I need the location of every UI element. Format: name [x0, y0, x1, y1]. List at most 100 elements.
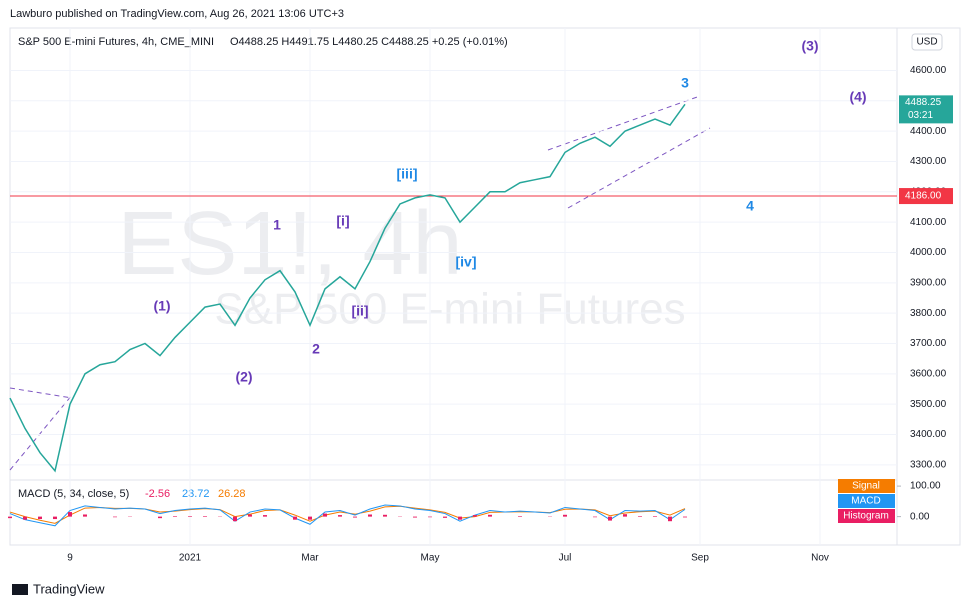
histogram-bar — [338, 515, 342, 517]
trend-line — [9, 387, 73, 399]
wave-label: [iv] — [456, 254, 477, 270]
y-tick-label: 3900.00 — [910, 277, 947, 288]
currency-box[interactable] — [911, 33, 943, 51]
x-tick-label: 9 — [67, 553, 73, 564]
wave-label: [i] — [336, 213, 349, 229]
last-price-box — [899, 95, 953, 124]
x-tick-label: May — [421, 553, 440, 564]
wave-label: (4) — [849, 89, 866, 105]
histogram-bar — [158, 516, 162, 519]
histogram-bar — [518, 516, 522, 517]
y-tick-label: 4300.00 — [910, 156, 947, 167]
legend-box — [838, 479, 895, 493]
last-price-label: 4488.25 — [905, 97, 942, 108]
macd-signal-value: 26.28 — [218, 488, 246, 500]
y-tick-label: 4100.00 — [910, 217, 947, 228]
price-axis — [896, 27, 961, 546]
histogram-bar — [428, 516, 432, 518]
wave-label: (3) — [801, 38, 818, 54]
y-tick-label: 3700.00 — [910, 338, 947, 349]
histogram-bar — [443, 516, 447, 518]
x-tick-label: Mar — [301, 553, 319, 564]
countdown: 03:21 — [908, 110, 933, 121]
wave-label: [iii] — [397, 166, 418, 182]
ohlc: O4488.25 H4491.75 L4480.25 C4488.25 +0.2… — [230, 36, 508, 48]
histogram-bar — [53, 516, 57, 520]
x-tick-label: Nov — [811, 553, 829, 564]
histogram-bar — [263, 515, 267, 517]
histogram-bar — [593, 516, 597, 518]
y-tick-label: 3600.00 — [910, 368, 947, 379]
y-tick-label: 4000.00 — [910, 247, 947, 258]
histogram-bar — [653, 516, 657, 517]
histogram-bar — [188, 516, 192, 517]
histogram-bar — [323, 513, 327, 517]
legend-label: MACD — [851, 496, 880, 507]
y-tick-label: 100.00 — [910, 481, 941, 492]
histogram-bar — [683, 516, 687, 518]
histogram-bar — [353, 516, 357, 518]
histogram-bar — [473, 515, 477, 517]
histogram-bar — [233, 516, 237, 522]
y-tick-label: 3300.00 — [910, 459, 947, 470]
histogram-bar — [458, 516, 462, 520]
histogram-bar — [23, 516, 27, 520]
y-tick-label: 3400.00 — [910, 429, 947, 440]
y-tick-label: 3800.00 — [910, 308, 947, 319]
histogram-bar — [383, 514, 387, 517]
trend-line — [9, 394, 73, 471]
histogram-bar — [203, 516, 207, 517]
hline-label: 4186.00 — [905, 191, 942, 202]
header: Lawburo published on TradingView.com, Au… — [10, 8, 344, 20]
legend-box — [838, 509, 895, 523]
wave-label: 4 — [746, 198, 754, 214]
histogram-bar — [308, 516, 312, 520]
legend-label: Histogram — [843, 511, 889, 522]
wave-label: (1) — [153, 298, 170, 314]
histogram-bar — [368, 514, 372, 517]
x-tick-label: Sep — [691, 553, 709, 564]
histogram-bar — [668, 516, 672, 522]
y-tick-label: 4400.00 — [910, 126, 947, 137]
wave-label: 3 — [681, 75, 689, 91]
watermark: S&P 500 E-mini Futures — [214, 285, 685, 334]
series-line — [9, 504, 686, 527]
watermark: ES1!, 4h — [117, 194, 462, 294]
logo — [12, 584, 28, 595]
footer: TradingView — [33, 581, 105, 596]
histogram-bar — [83, 514, 87, 517]
histogram-bar — [488, 514, 492, 517]
macd-value: 23.72 — [182, 488, 210, 500]
wave-label: 1 — [273, 217, 281, 233]
histogram-bar — [413, 516, 417, 518]
wave-label: 2 — [312, 341, 320, 357]
y-tick-label: 0.00 — [910, 511, 930, 522]
currency[interactable]: USD — [916, 37, 937, 48]
histogram-bar — [38, 516, 42, 520]
histogram-bar — [638, 516, 642, 517]
histogram-bar — [293, 516, 297, 520]
y-tick-label: 3500.00 — [910, 399, 947, 410]
series-line — [9, 103, 686, 473]
macd-title: MACD (5, 34, close, 5) — [18, 488, 129, 500]
x-tick-label: Jul — [559, 553, 572, 564]
histogram-bar — [248, 514, 252, 517]
wave-label: (2) — [235, 369, 252, 385]
symbol: S&P 500 E-mini Futures, 4h, CME_MINI — [18, 36, 214, 48]
y-tick-label: 4600.00 — [910, 65, 947, 76]
histogram-bar — [68, 512, 72, 517]
histogram-bar — [563, 514, 567, 517]
x-tick-label: 2021 — [179, 553, 202, 564]
histogram-bar — [8, 516, 12, 519]
macd-histogram-value: -2.56 — [145, 488, 170, 500]
histogram-bar — [173, 516, 177, 517]
histogram-bar — [113, 516, 117, 518]
histogram-bar — [623, 514, 627, 517]
hline-label-box — [899, 188, 953, 205]
trend-line — [567, 127, 711, 209]
wave-label: [ii] — [351, 303, 368, 319]
legend-box — [838, 494, 895, 508]
legend-label: Signal — [852, 481, 880, 492]
